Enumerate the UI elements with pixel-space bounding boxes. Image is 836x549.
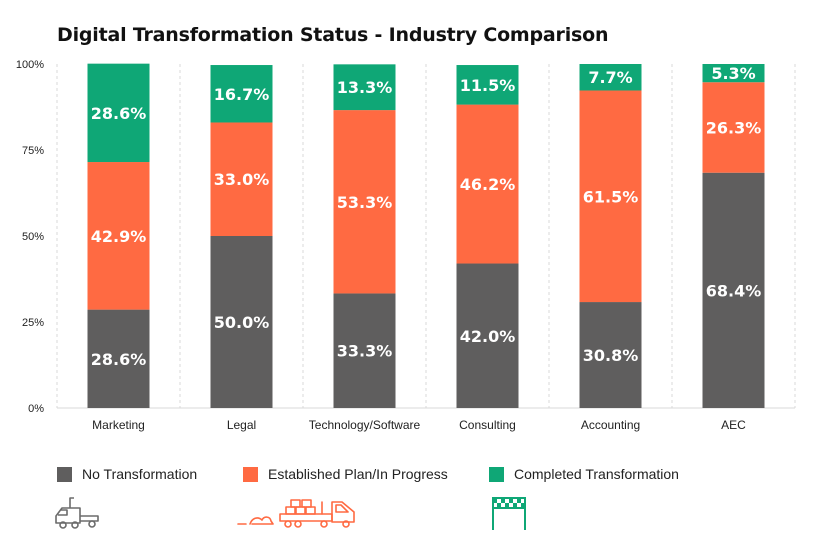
- data-label: 68.4%: [706, 281, 762, 300]
- bar-segment: [333, 293, 396, 408]
- bar-segment: [210, 122, 273, 236]
- legend-swatch-completed: [489, 466, 504, 482]
- data-label: 33.3%: [337, 342, 393, 361]
- bar-segment: [702, 64, 765, 83]
- data-label: 28.6%: [91, 104, 147, 123]
- bar-segment: [579, 90, 642, 303]
- data-label: 61.5%: [583, 187, 639, 206]
- data-label: 30.8%: [583, 346, 639, 365]
- bar-segment: [333, 64, 396, 111]
- x-tick-label: AEC: [721, 418, 746, 432]
- x-tick-label: Consulting: [459, 418, 516, 432]
- bar-segment: [702, 172, 765, 408]
- bar-segment: [87, 309, 150, 408]
- y-tick-label: 50%: [22, 231, 44, 243]
- bar-segment: [456, 65, 519, 105]
- data-label: 42.0%: [460, 327, 516, 346]
- legend-swatch-no-transformation: [57, 466, 72, 482]
- data-label: 26.3%: [706, 118, 762, 137]
- data-label: 33.0%: [214, 170, 270, 189]
- legend-label-no-transformation: No Transformation: [82, 466, 198, 482]
- y-tick-label: 75%: [22, 145, 44, 157]
- data-label: 11.5%: [460, 76, 516, 95]
- x-tick-label: Technology/Software: [309, 418, 421, 432]
- moving-truck-icon: [237, 499, 355, 528]
- bar-segment: [702, 82, 765, 173]
- legend-item-no-transformation: No Transformation: [57, 466, 197, 482]
- legend-label-in-progress: Established Plan/In Progress: [268, 466, 448, 482]
- data-label: 16.7%: [214, 85, 270, 104]
- data-label: 5.3%: [711, 64, 755, 83]
- data-label: 50.0%: [214, 313, 270, 332]
- chart-title: Digital Transformation Status - Industry…: [57, 24, 609, 46]
- bar-segment: [579, 64, 642, 91]
- parked-truck-icon: [55, 497, 99, 529]
- legend-item-in-progress: Established Plan/In Progress: [243, 466, 448, 482]
- x-tick-label: Accounting: [581, 418, 640, 432]
- x-tick-label: Marketing: [92, 418, 145, 432]
- data-label: 46.2%: [460, 175, 516, 194]
- y-tick-label: 25%: [22, 317, 44, 329]
- data-label: 42.9%: [91, 227, 147, 246]
- bar-segment: [456, 263, 519, 408]
- bar-segment: [210, 65, 273, 123]
- bar-segment: [579, 302, 642, 408]
- data-label: 28.6%: [91, 350, 147, 369]
- legend-label-completed: Completed Transformation: [514, 466, 679, 482]
- bar-segment: [333, 110, 396, 294]
- legend-item-completed: Completed Transformation: [489, 466, 679, 482]
- bar-segment: [210, 236, 273, 408]
- stacked-bar-chart: 0% 25% 50% 75% 100% 28.6% 42.9% 28.6% Marketing 5…: [16, 59, 796, 432]
- data-label: 53.3%: [337, 193, 393, 212]
- x-tick-label: Legal: [227, 418, 256, 432]
- data-label: 7.7%: [588, 68, 632, 87]
- data-label: 13.3%: [337, 78, 393, 97]
- bar-segment: [87, 63, 150, 163]
- y-tick-label: 0%: [28, 403, 44, 415]
- legend-swatch-in-progress: [243, 466, 258, 482]
- bar-segment: [87, 162, 150, 310]
- y-tick-label: 100%: [16, 59, 44, 71]
- finish-line-icon: [492, 497, 526, 530]
- bar-segment: [456, 104, 519, 264]
